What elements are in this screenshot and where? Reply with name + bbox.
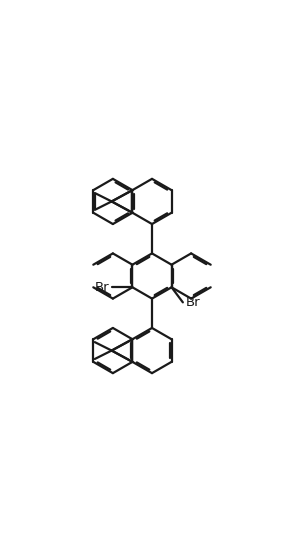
Text: Br: Br: [185, 296, 200, 309]
Text: Br: Br: [95, 281, 109, 294]
